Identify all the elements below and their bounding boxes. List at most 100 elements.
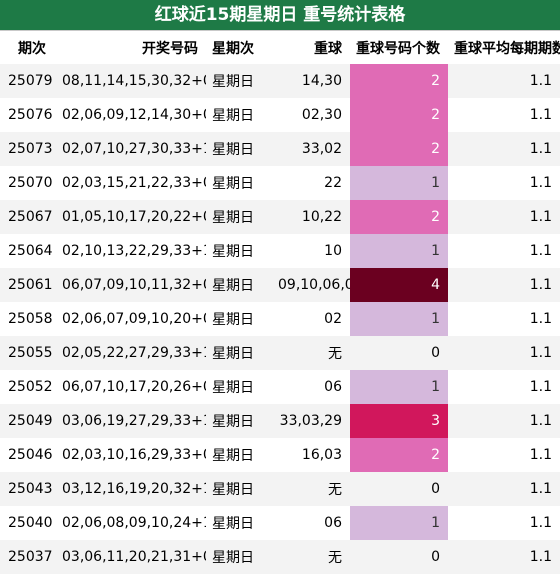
avg-cell: 1.1	[448, 132, 560, 166]
period-cell: 25067	[0, 200, 56, 234]
period-cell: 25061	[0, 268, 56, 302]
weekday-cell: 星期日	[206, 200, 272, 234]
table-row: 25043 03,12,16,19,20,32+13 星期日无 0 1.1	[0, 472, 560, 506]
table-row: 25076 02,06,09,12,14,30+08 星期日 02,30 2 1.1	[0, 98, 560, 132]
count-cell: 0	[350, 472, 448, 506]
weekday-cell: 星期日	[206, 132, 272, 166]
numbers-cell: 02,03,10,16,29,33+01	[56, 438, 206, 472]
period-cell: 25058	[0, 302, 56, 336]
header-avg: 重球平均每期期数	[448, 31, 560, 64]
count-cell: 1	[350, 506, 448, 540]
table-row: 25073 02,07,10,27,30,33+11 星期日 33,02 2 1.1	[0, 132, 560, 166]
count-cell: 2	[350, 132, 448, 166]
weekday-cell: 星期日	[206, 268, 272, 302]
header-numbers: 开奖号码	[56, 31, 206, 64]
avg-cell: 1.1	[448, 268, 560, 302]
header-row: 期次 开奖号码 星期次 重球 重球号码个数 重球平均每期期数	[0, 31, 560, 64]
weekday-cell: 星期日	[206, 506, 272, 540]
weekday-cell: 星期日	[206, 98, 272, 132]
table-row: 25040 02,06,08,09,10,24+11 星期日 06 1 1.1	[0, 506, 560, 540]
numbers-cell: 02,10,13,22,29,33+16	[56, 234, 206, 268]
avg-cell: 1.1	[448, 98, 560, 132]
repeat-cell: 无	[272, 540, 350, 574]
avg-cell: 1.1	[448, 404, 560, 438]
count-cell: 4	[350, 268, 448, 302]
avg-cell: 1.1	[448, 234, 560, 268]
period-cell: 25070	[0, 166, 56, 200]
weekday-cell: 星期日	[206, 370, 272, 404]
repeat-cell: 无	[272, 472, 350, 506]
numbers-cell: 02,03,15,21,22,33+06	[56, 166, 206, 200]
avg-cell: 1.1	[448, 64, 560, 98]
count-cell: 2	[350, 200, 448, 234]
count-cell: 3	[350, 404, 448, 438]
repeat-cell: 10	[272, 234, 350, 268]
count-cell: 2	[350, 438, 448, 472]
repeat-cell: 09,10,06,07	[272, 268, 350, 302]
table-title: 红球近15期星期日 重号统计表格	[0, 0, 560, 31]
table-row: 25079 08,11,14,15,30,32+05 星期日 14,30 2 1.1	[0, 64, 560, 98]
table-row: 25055 02,05,22,27,29,33+12 星期日无 0 1.1	[0, 336, 560, 370]
period-cell: 25046	[0, 438, 56, 472]
repeat-cell: 22	[272, 166, 350, 200]
weekday-cell: 星期日	[206, 166, 272, 200]
numbers-cell: 06,07,10,17,20,26+09	[56, 370, 206, 404]
header-period: 期次	[0, 31, 56, 64]
repeat-cell: 06	[272, 370, 350, 404]
table-row: 25049 03,06,19,27,29,33+11 星期日 33,03,29 3 1.1	[0, 404, 560, 438]
weekday-cell: 星期日	[206, 472, 272, 506]
table-row: 25037 03,06,11,20,21,31+02 星期日无 0 1.1	[0, 540, 560, 574]
table-body: 25079 08,11,14,15,30,32+05 星期日 14,30 2 1.1 250…	[0, 64, 560, 574]
avg-cell: 1.1	[448, 336, 560, 370]
table-row: 2506106,07,09,10,11,32+09星期日09,10,06,074…	[0, 268, 560, 302]
period-cell: 25052	[0, 370, 56, 404]
header-repeat: 重球	[272, 31, 350, 64]
table-row: 25067 01,05,10,17,20,22+05 星期日 10,22 2 1.1	[0, 200, 560, 234]
avg-cell: 1.1	[448, 506, 560, 540]
numbers-cell: 08,11,14,15,30,32+05	[56, 64, 206, 98]
table-row: 25052 06,07,10,17,20,26+09 星期日 06 1 1.1	[0, 370, 560, 404]
avg-cell: 1.1	[448, 166, 560, 200]
numbers-cell: 03,12,16,19,20,32+13	[56, 472, 206, 506]
count-cell: 1	[350, 234, 448, 268]
weekday-cell: 星期日	[206, 404, 272, 438]
weekday-cell: 星期日	[206, 302, 272, 336]
repeat-cell: 33,02	[272, 132, 350, 166]
count-cell: 1	[350, 302, 448, 336]
weekday-cell: 星期日	[206, 336, 272, 370]
avg-cell: 1.1	[448, 472, 560, 506]
avg-cell: 1.1	[448, 540, 560, 574]
numbers-cell: 03,06,19,27,29,33+11	[56, 404, 206, 438]
repeat-cell: 33,03,29	[272, 404, 350, 438]
repeat-cell: 06	[272, 506, 350, 540]
avg-cell: 1.1	[448, 370, 560, 404]
header-weekday: 星期次	[206, 31, 272, 64]
count-cell: 1	[350, 166, 448, 200]
avg-cell: 1.1	[448, 438, 560, 472]
repeat-cell: 02	[272, 302, 350, 336]
weekday-cell: 星期日	[206, 540, 272, 574]
count-cell: 0	[350, 540, 448, 574]
table-row: 25058 02,06,07,09,10,20+06 星期日 02 1 1.1	[0, 302, 560, 336]
numbers-cell: 02,07,10,27,30,33+11	[56, 132, 206, 166]
header-count: 重球号码个数	[350, 31, 448, 64]
period-cell: 25049	[0, 404, 56, 438]
period-cell: 25076	[0, 98, 56, 132]
repeat-cell: 无	[272, 336, 350, 370]
table-row: 25070 02,03,15,21,22,33+06 星期日 22 1 1.1	[0, 166, 560, 200]
numbers-cell: 02,06,07,09,10,20+06	[56, 302, 206, 336]
table-row: 25046 02,03,10,16,29,33+01 星期日 16,03 2 1.1	[0, 438, 560, 472]
repeat-cell: 02,30	[272, 98, 350, 132]
count-cell: 1	[350, 370, 448, 404]
stats-table: 期次 开奖号码 星期次 重球 重球号码个数 重球平均每期期数 25079 08,1…	[0, 31, 560, 574]
numbers-cell: 02,06,09,12,14,30+08	[56, 98, 206, 132]
weekday-cell: 星期日	[206, 234, 272, 268]
weekday-cell: 星期日	[206, 438, 272, 472]
table-row: 25064 02,10,13,22,29,33+16 星期日 10 1 1.1	[0, 234, 560, 268]
numbers-cell: 06,07,09,10,11,32+09	[56, 268, 206, 302]
repeat-cell: 14,30	[272, 64, 350, 98]
period-cell: 25055	[0, 336, 56, 370]
period-cell: 25064	[0, 234, 56, 268]
period-cell: 25079	[0, 64, 56, 98]
avg-cell: 1.1	[448, 200, 560, 234]
